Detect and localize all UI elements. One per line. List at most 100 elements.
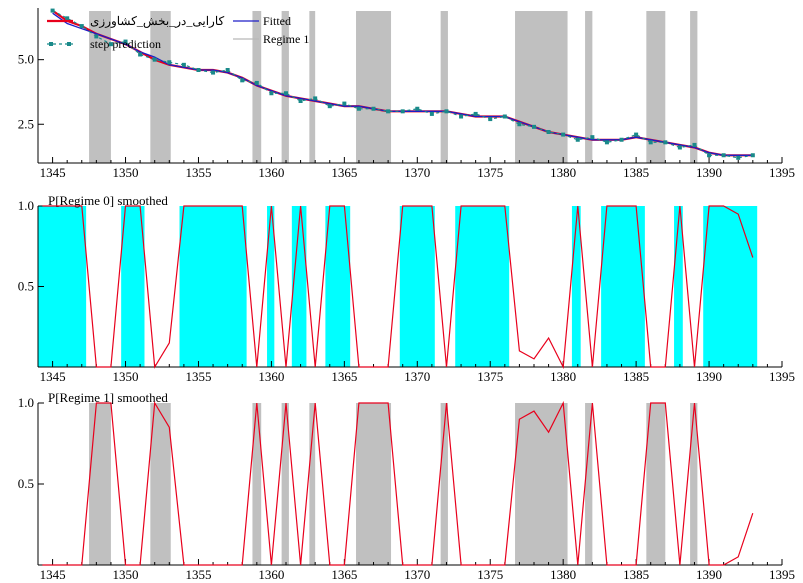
panel-title: P[Regime 0] smoothed — [48, 193, 168, 208]
regime-band-4 — [309, 11, 316, 163]
regime-band-11 — [703, 206, 758, 367]
step-prediction-point — [386, 109, 391, 114]
step-prediction-point — [152, 57, 157, 62]
regime-band-5 — [356, 403, 392, 565]
regime-band-3 — [281, 11, 289, 163]
y-tick-label: 0.5 — [18, 279, 34, 294]
x-tick-label: 1350 — [113, 369, 139, 384]
x-tick-label: 1360 — [258, 369, 284, 384]
y-tick-label: 1.0 — [18, 395, 34, 410]
regime-band-7 — [455, 206, 510, 367]
regime-band-2 — [179, 206, 247, 367]
x-tick-label: 1365 — [331, 567, 357, 582]
step-prediction-point — [473, 111, 478, 116]
step-prediction-point — [356, 106, 361, 111]
x-tick-label: 1385 — [623, 165, 649, 180]
x-tick-label: 1380 — [550, 165, 576, 180]
step-prediction-point — [634, 132, 639, 137]
regime-band-9 — [646, 11, 666, 163]
step-prediction-point — [663, 140, 668, 145]
x-tick-label: 1345 — [40, 369, 66, 384]
x-tick-label: 1375 — [477, 369, 503, 384]
x-tick-label: 1360 — [258, 567, 284, 582]
regime-band-10 — [674, 206, 683, 367]
x-tick-label: 1360 — [258, 165, 284, 180]
step-prediction-point — [254, 80, 259, 85]
step-prediction-point — [327, 104, 332, 109]
step-prediction-point — [561, 132, 566, 137]
regime-band-3 — [281, 403, 289, 565]
legend-marker — [67, 42, 71, 46]
step-prediction-point — [181, 62, 186, 67]
regime-band-4 — [309, 403, 316, 565]
step-prediction-point — [619, 137, 624, 142]
step-prediction-point — [284, 91, 288, 96]
step-prediction-point — [546, 130, 551, 134]
x-tick-label: 1355 — [185, 369, 211, 384]
x-tick-label: 1350 — [113, 165, 139, 180]
x-tick-label: 1395 — [769, 369, 795, 384]
step-prediction-point — [488, 117, 493, 122]
step-prediction-point — [575, 137, 580, 142]
regime-band-6 — [399, 206, 435, 367]
step-prediction-point — [196, 68, 201, 72]
regime-band-9 — [601, 206, 645, 367]
regime-band-2 — [252, 11, 262, 163]
x-tick-label: 1380 — [550, 567, 576, 582]
step-prediction-point — [721, 153, 726, 158]
chart-panel-2: 1345 1350 1355 1360 1365 1370 1375 1380 1385 1390… — [18, 390, 795, 582]
step-prediction-point — [138, 52, 143, 57]
x-tick-label: 1390 — [696, 165, 722, 180]
step-prediction-point — [677, 145, 682, 150]
x-tick-label: 1385 — [623, 567, 649, 582]
y-tick-label: 5.0 — [18, 52, 34, 67]
step-prediction-point — [532, 124, 536, 129]
step-prediction-point — [123, 39, 128, 44]
step-prediction-point — [50, 8, 55, 13]
x-tick-label: 1395 — [769, 567, 795, 582]
legend-marker — [49, 42, 53, 46]
x-tick-label: 1385 — [623, 369, 649, 384]
x-tick-label: 1375 — [477, 567, 503, 582]
series-line-0 — [42, 205, 754, 370]
regime-band-1 — [121, 206, 145, 367]
step-prediction-point — [269, 91, 274, 96]
step-prediction-point — [167, 60, 172, 65]
step-prediction-point — [444, 109, 449, 114]
x-tick-label: 1355 — [185, 567, 211, 582]
regime-band-2 — [252, 403, 262, 565]
x-tick-label: 1370 — [404, 165, 430, 180]
y-tick-label: 2.5 — [18, 116, 34, 131]
step-prediction-point — [240, 78, 245, 83]
regime-band-6 — [440, 11, 448, 163]
regime-band-5 — [356, 11, 392, 163]
step-prediction-point — [225, 68, 230, 72]
regime-band-10 — [690, 11, 698, 163]
step-prediction-point — [371, 106, 376, 111]
regime-band-1 — [150, 11, 171, 163]
chart-panel-0: 1345 1350 1355 1360 1365 1370 1375 1380 1385 1390… — [18, 8, 795, 180]
regime-band-1 — [150, 403, 171, 565]
step-prediction-point — [736, 155, 741, 160]
x-tick-label: 1350 — [113, 567, 139, 582]
step-prediction-point — [648, 140, 653, 145]
regime-band-0 — [89, 403, 111, 565]
legend-label: Fitted — [263, 14, 291, 28]
regime-band-6 — [440, 403, 448, 565]
step-prediction-point — [211, 70, 216, 75]
regime-band-7 — [515, 11, 568, 163]
regime-band-8 — [571, 206, 581, 367]
y-tick-label: 0.5 — [18, 476, 34, 491]
panel-title: P[Regime 1] smoothed — [48, 390, 168, 405]
step-prediction-point — [342, 101, 347, 106]
step-prediction-point — [692, 142, 697, 147]
x-tick-label: 1345 — [40, 165, 66, 180]
x-tick-label: 1365 — [331, 165, 357, 180]
regime-band-0 — [38, 206, 87, 367]
x-tick-label: 1355 — [185, 165, 211, 180]
step-prediction-point — [590, 135, 595, 140]
x-tick-label: 1370 — [404, 567, 430, 582]
legend-label: Regime 1 — [263, 32, 309, 46]
step-prediction-point — [429, 111, 434, 116]
